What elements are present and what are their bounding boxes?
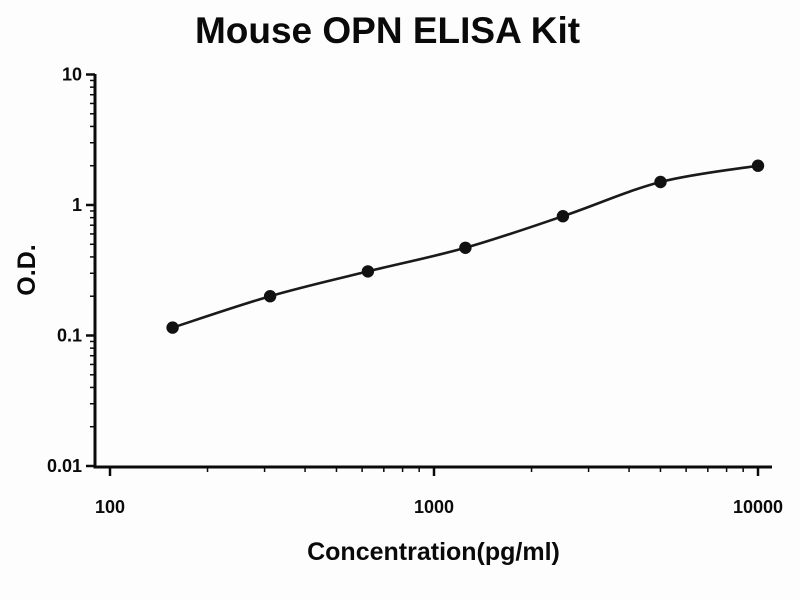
data-point — [166, 321, 179, 334]
data-point — [654, 175, 667, 189]
data-point — [361, 265, 375, 278]
x-axis-label: Concentration(pg/ml) — [307, 538, 560, 566]
y-tick-label: 1 — [72, 195, 82, 215]
x-tick-label: 100 — [95, 497, 125, 517]
y-tick-label: 10 — [62, 65, 82, 85]
chart-title: Mouse OPN ELISA Kit — [194, 10, 581, 51]
data-point — [751, 159, 765, 172]
data-point — [263, 290, 277, 303]
data-point — [459, 241, 472, 254]
y-tick-label: 0.1 — [57, 326, 82, 346]
y-tick-label: 0.01 — [47, 456, 82, 476]
x-tick-label: 1000 — [414, 497, 454, 517]
data-point — [556, 210, 570, 223]
x-tick-label: 10000 — [733, 497, 783, 517]
